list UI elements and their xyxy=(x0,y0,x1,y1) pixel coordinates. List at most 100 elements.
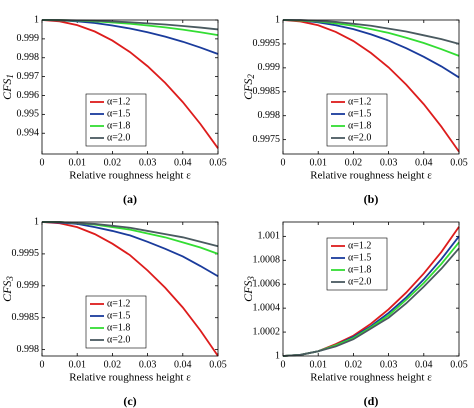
x-tick-label: 0.04 xyxy=(415,359,433,370)
y-tick-label: 1.0002 xyxy=(253,326,281,337)
y-tick-label: 0.998 xyxy=(258,110,281,121)
x-tick-label: 0.04 xyxy=(174,359,192,370)
legend-label: α=1.5 xyxy=(107,108,130,119)
series-line xyxy=(283,19,460,45)
y-axis-label-subscript: 3 xyxy=(246,276,256,282)
x-tick-label: 0.03 xyxy=(139,157,157,168)
x-axis-label: Relative roughness height ε xyxy=(310,372,432,384)
x-tick-label: 0.02 xyxy=(345,359,363,370)
panel: 0 0.01 0.02 0.03 0.04 0.05 1 1.0002 1.0004 1.0006… xyxy=(241,221,468,408)
panel: 0 0.01 0.02 0.03 0.04 0.05 0.998 0.9985 0.999 0.9… xyxy=(0,216,227,407)
legend-label: α=1.8 xyxy=(348,264,371,275)
legend-label: α=1.8 xyxy=(107,322,130,333)
panel-label: (d) xyxy=(364,394,379,408)
y-tick-label: 0.999 xyxy=(17,280,40,291)
y-axis-label: CFS3 xyxy=(241,276,256,302)
axes-frame xyxy=(41,221,219,357)
x-tick-label: 0 xyxy=(40,157,45,168)
series-line xyxy=(41,19,219,55)
y-tick-label: 1 xyxy=(275,350,280,361)
series-line xyxy=(42,221,219,255)
y-axis-label-main: CFS xyxy=(0,79,14,100)
legend-label: α=1.8 xyxy=(348,120,371,131)
x-tick-label: 0 xyxy=(281,157,286,168)
legend-label: α=1.2 xyxy=(107,298,130,309)
y-tick-label: 1 xyxy=(34,216,39,227)
series-line xyxy=(282,247,460,357)
y-axis-label: CFS1 xyxy=(0,74,15,100)
panel-label: (b) xyxy=(364,192,379,206)
legend-label: α=1.8 xyxy=(107,120,130,131)
y-tick-label: 0.999 xyxy=(17,33,40,44)
legend-label: α=1.2 xyxy=(348,96,371,107)
y-axis-label: CFS2 xyxy=(241,74,256,100)
series-line xyxy=(41,19,219,149)
legend-label: α=2.0 xyxy=(348,276,371,287)
x-tick-label: 0.03 xyxy=(380,359,398,370)
x-tick-label: 0 xyxy=(40,359,45,370)
y-tick-label: 0.9985 xyxy=(12,312,40,323)
x-axis-label: Relative roughness height ε xyxy=(69,170,191,182)
y-tick-label: 1.0004 xyxy=(253,302,281,313)
panel: 0 0.01 0.02 0.03 0.04 0.05 0.9975 0.998 0.9985 0.… xyxy=(241,14,468,205)
x-tick-label: 0.02 xyxy=(104,157,122,168)
y-tick-label: 0.999 xyxy=(258,62,281,73)
legend-label: α=1.5 xyxy=(107,310,130,321)
y-tick-label: 0.9995 xyxy=(253,38,281,49)
panel: 0 0.01 0.02 0.03 0.04 0.05 0.994 0.995 0.996 0.99… xyxy=(0,14,227,205)
x-tick-label: 0.04 xyxy=(174,157,192,168)
y-tick-label: 0.995 xyxy=(17,109,40,120)
x-tick-label: 0.03 xyxy=(380,157,398,168)
x-tick-label: 0.03 xyxy=(139,359,157,370)
legend-label: α=1.2 xyxy=(348,240,371,251)
axes-frame xyxy=(282,19,460,155)
legend-label: α=2.0 xyxy=(107,334,130,345)
axes-frame xyxy=(41,19,219,155)
y-tick-label: 0.994 xyxy=(17,128,40,139)
y-axis-label: CFS3 xyxy=(0,276,15,302)
series-line xyxy=(282,19,460,153)
legend-label: α=1.5 xyxy=(348,252,371,263)
panel-label: (c) xyxy=(123,394,136,408)
y-axis-label-main: CFS xyxy=(241,79,255,100)
legend-label: α=1.5 xyxy=(348,108,371,119)
x-axis-label: Relative roughness height ε xyxy=(69,372,191,384)
y-tick-label: 0.9985 xyxy=(253,86,281,97)
y-tick-label: 0.998 xyxy=(17,52,40,63)
x-tick-label: 0.05 xyxy=(450,359,468,370)
y-axis-label-subscript: 3 xyxy=(5,276,15,282)
legend-label: α=2.0 xyxy=(348,132,371,143)
x-tick-label: 0.01 xyxy=(309,157,327,168)
series-line xyxy=(41,221,219,357)
y-tick-label: 0.996 xyxy=(17,90,40,101)
x-tick-label: 0.05 xyxy=(209,359,227,370)
y-tick-label: 1.001 xyxy=(258,231,281,242)
y-tick-label: 1 xyxy=(275,14,280,25)
x-tick-label: 0.01 xyxy=(68,157,86,168)
y-tick-label: 1.0006 xyxy=(253,279,281,290)
panel-label: (a) xyxy=(123,192,137,206)
axes-frame xyxy=(282,221,460,357)
y-axis-label-subscript: 2 xyxy=(246,74,256,79)
series-line xyxy=(42,221,219,248)
x-tick-label: 0.01 xyxy=(309,359,327,370)
y-axis-label-subscript: 1 xyxy=(5,74,15,79)
x-axis-label: Relative roughness height ε xyxy=(310,170,432,182)
legend-label: α=1.2 xyxy=(107,96,130,107)
x-tick-label: 0.05 xyxy=(209,157,227,168)
y-tick-label: 1.0008 xyxy=(253,255,281,266)
y-axis-label-main: CFS xyxy=(241,281,255,302)
x-tick-label: 0.02 xyxy=(104,359,122,370)
legend-label: α=2.0 xyxy=(107,132,130,143)
y-tick-label: 0.997 xyxy=(17,71,40,82)
y-tick-label: 1 xyxy=(34,14,39,25)
x-tick-label: 0.01 xyxy=(68,359,86,370)
y-tick-label: 0.9975 xyxy=(253,134,281,145)
y-tick-label: 0.998 xyxy=(17,344,40,355)
y-axis-label-main: CFS xyxy=(0,281,14,302)
x-tick-label: 0.02 xyxy=(345,157,363,168)
x-tick-label: 0.05 xyxy=(450,157,468,168)
x-tick-label: 0.04 xyxy=(415,157,433,168)
y-tick-label: 0.9995 xyxy=(12,248,40,259)
